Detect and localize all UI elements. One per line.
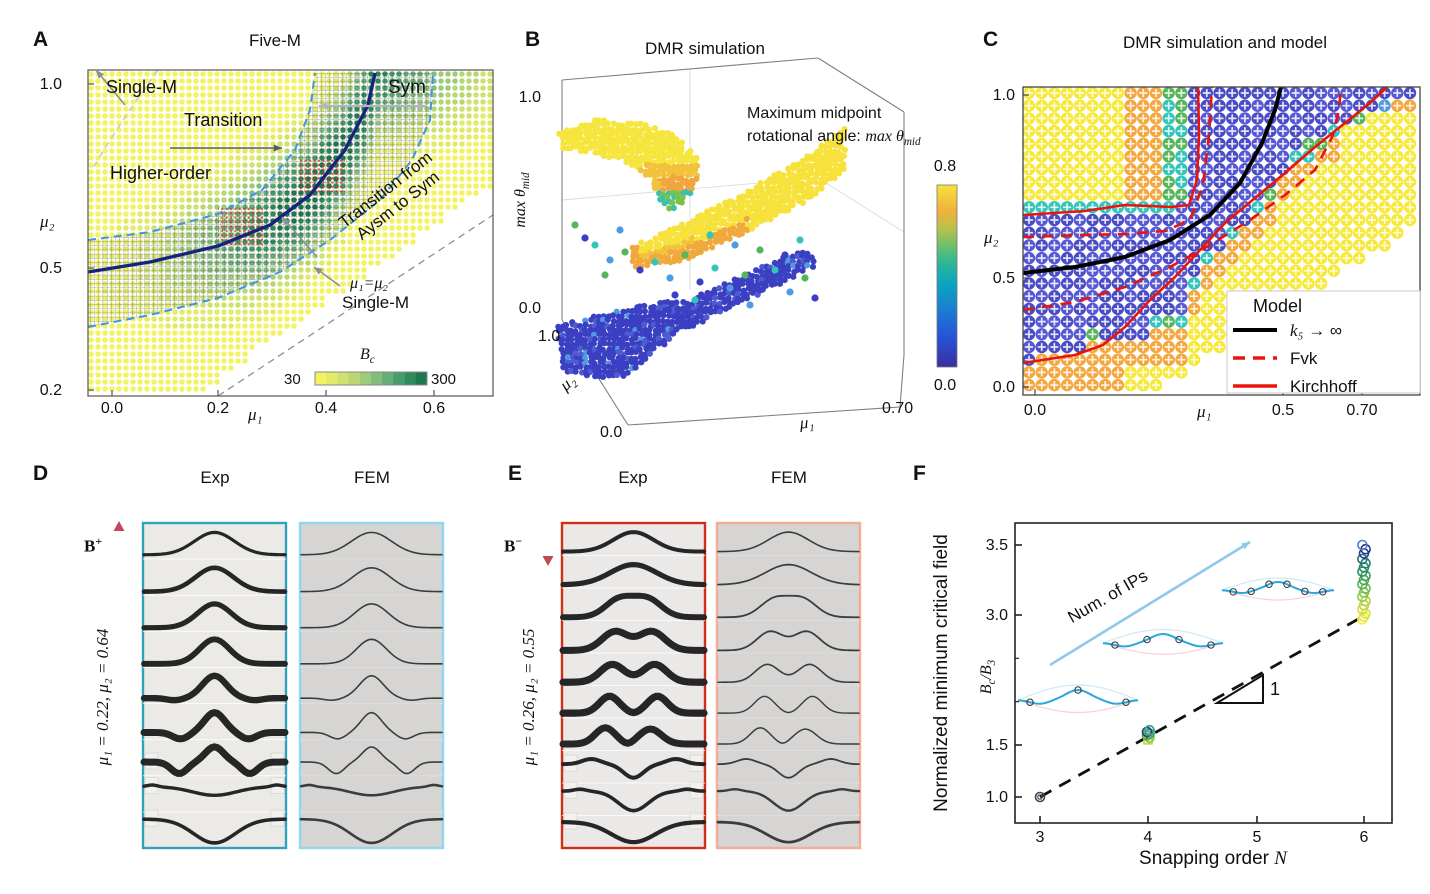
panel-a-letter: A [33, 28, 49, 51]
f-ytick-3: 1.5 [985, 737, 1008, 754]
c-ytick-3: 0.0 [992, 379, 1015, 396]
a-ylabel: μ₂ [40, 212, 55, 231]
panel-a-title: Five-M [249, 31, 301, 50]
e-col-exp: Exp [618, 468, 648, 487]
f-ytick-2: 3.0 [985, 607, 1008, 624]
a-colorbar-title: Bc [360, 346, 375, 367]
a-ann-sym: Sym [388, 77, 426, 98]
d-col-fem: FEM [354, 468, 390, 487]
f-slope-label: 1 [1270, 679, 1281, 699]
b-ytick-1: 1.0 [538, 328, 561, 345]
b-ztick-1: 1.0 [518, 89, 541, 106]
b-zlabel: max θmid [511, 172, 533, 228]
f-ytick-4: 1.0 [985, 789, 1008, 806]
panel-c-plot [1022, 86, 1421, 396]
a-ann-single-m: Single-M [106, 77, 178, 97]
panel-e-images [542, 521, 862, 850]
c-legend-kirchhoff: Kirchhoff [1290, 377, 1357, 396]
c-xlabel: μ₁ [1197, 402, 1212, 421]
panel-f-letter: F [913, 462, 926, 485]
a-xlabel: μ₁ [248, 405, 263, 424]
e-col-fem: FEM [771, 468, 807, 487]
a-ytick-3: 0.2 [39, 382, 62, 399]
f-ylabel: Normalized minimum critical field [931, 534, 952, 812]
d-col-exp: Exp [200, 468, 230, 487]
e-mu-label: μ₁ = 0.26, μ₂ = 0.55 [519, 628, 538, 766]
panel-f-plot [1014, 522, 1393, 824]
c-xtick-2: 0.5 [1271, 402, 1295, 419]
a-xtick-3: 0.4 [314, 400, 338, 417]
b-ztick-0: 0.0 [518, 300, 541, 317]
d-mu-label: μ₁ = 0.22, μ₂ = 0.64 [93, 628, 112, 766]
b-annotation-line2: rotational angle: max θmid [747, 128, 921, 149]
c-legend-title: Model [1253, 296, 1303, 316]
b-colorbar-min: 0.0 [933, 377, 957, 394]
a-xtick-1: 0.0 [100, 400, 124, 417]
b-xlabel: μ₁ [799, 412, 815, 433]
c-xtick-1: 0.0 [1023, 402, 1047, 419]
panel-b-plot [555, 57, 958, 426]
c-ytick-1: 1.0 [992, 87, 1015, 104]
panel-b-title: DMR simulation [645, 39, 765, 58]
c-xtick-3: 0.70 [1346, 402, 1378, 419]
a-ann-single-m-2: Single-M [342, 293, 410, 312]
panel-a-plot [87, 69, 494, 397]
c-ytick-2: 0.5 [992, 270, 1015, 287]
a-xtick-4: 0.6 [422, 400, 446, 417]
panel-c-title: DMR simulation and model [1122, 33, 1328, 52]
a-colorbar-min: 30 [284, 371, 301, 388]
a-ytick-2: 0.5 [39, 260, 62, 277]
panel-d-letter: D [33, 462, 49, 485]
a-ann-transition: Transition [184, 110, 263, 130]
c-legend-fvk: Fvk [1290, 349, 1318, 368]
b-annotation-line1: Maximum midpoint [747, 105, 882, 122]
a-ytick-1: 1.0 [39, 76, 62, 93]
b-xtick-max: 0.70 [882, 400, 914, 417]
f-xtick-3: 5 [1252, 829, 1262, 846]
panel-b-letter: B [525, 28, 541, 51]
f-xtick-4: 6 [1359, 829, 1369, 846]
a-xtick-2: 0.2 [206, 400, 230, 417]
d-field-label: B+ [84, 534, 103, 556]
e-field-label: B− [504, 534, 523, 556]
panel-d-images [113, 521, 445, 850]
a-colorbar-max: 300 [431, 371, 457, 388]
f-xlabel: Snapping order N [1139, 848, 1287, 869]
c-legend-k5: k₅ → ∞ [1290, 321, 1343, 340]
b-colorbar-max: 0.8 [933, 158, 957, 175]
c-ylabel: μ₂ [984, 228, 999, 247]
panel-e-letter: E [508, 462, 523, 485]
a-ann-higher-order: Higher-order [110, 163, 212, 183]
f-xtick-2: 4 [1143, 829, 1153, 846]
b-ytick-0: 0.0 [600, 424, 623, 441]
f-ytick-1: 3.5 [985, 537, 1008, 554]
f-ylabel-ratio: Bc/B3 [977, 659, 999, 695]
a-ann-mu1-eq-mu2: μ₁=μ₂ [350, 275, 388, 292]
panel-c-letter: C [983, 28, 999, 51]
f-xtick-1: 3 [1035, 829, 1045, 846]
